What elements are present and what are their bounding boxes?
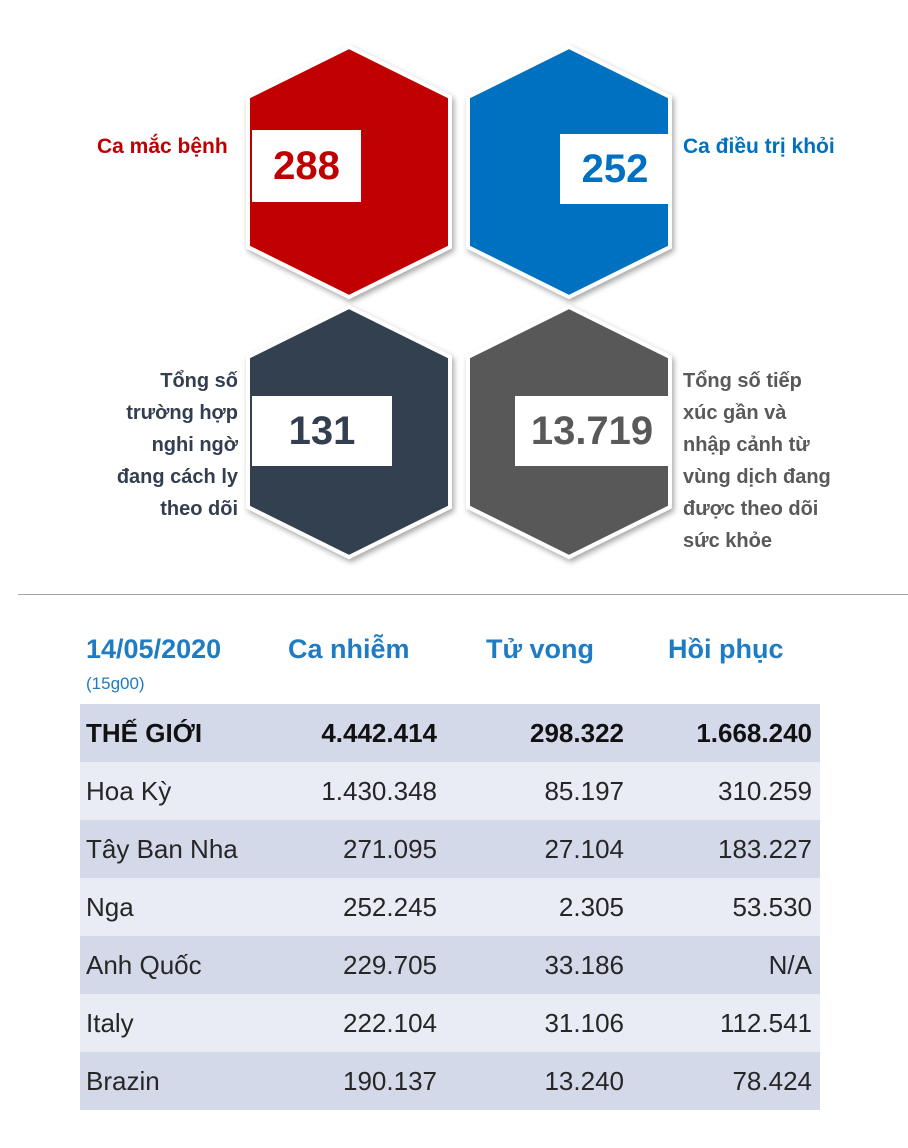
- infected-count: 252.245: [343, 891, 437, 922]
- table-date: 14/05/2020: [86, 634, 222, 664]
- country-name: Italy: [86, 1007, 134, 1038]
- country-name: Brazin: [86, 1065, 160, 1096]
- table-row: THẾ GIỚI 4.442.414 298.322 1.668.240: [80, 704, 820, 762]
- section-divider: [18, 594, 908, 595]
- table-row: Brazin 190.137 13.240 78.424: [80, 1052, 820, 1110]
- cases-label: Ca mắc bệnh: [97, 135, 228, 158]
- contacts-label: Tổng số tiếp xúc gần và nhập cảnh từ vùn…: [683, 370, 831, 552]
- table-time: (15g00): [86, 674, 145, 693]
- infected-count: 271.095: [343, 833, 437, 864]
- recovered-count: 78.424: [732, 1065, 812, 1096]
- country-name: Anh Quốc: [86, 949, 202, 980]
- stats-panel: 288 252 131 13.719 Ca mắc bệnh Ca điều t…: [97, 44, 835, 560]
- header-infected: Ca nhiễm: [288, 634, 410, 664]
- deaths-count: 298.322: [530, 717, 624, 748]
- deaths-count: 2.305: [558, 891, 624, 922]
- suspected-label: Tổng số trường hợp nghi ngờ đang cách ly…: [116, 370, 238, 520]
- table-header: 14/05/2020 (15g00) Ca nhiễm Tử vong Hồi …: [80, 632, 820, 704]
- deaths-count: 33.186: [544, 949, 624, 980]
- deaths-count: 31.106: [544, 1007, 624, 1038]
- table-row: Anh Quốc 229.705 33.186 N/A: [80, 936, 820, 994]
- table-row: Hoa Kỳ 1.430.348 85.197 310.259: [80, 762, 820, 820]
- table-row: Tây Ban Nha 271.095 27.104 183.227: [80, 820, 820, 878]
- country-name: Tây Ban Nha: [86, 833, 238, 864]
- deaths-count: 85.197: [544, 775, 624, 806]
- recovered-count: 310.259: [718, 775, 812, 806]
- cases-value: 288: [252, 130, 361, 202]
- suspected-value: 131: [252, 396, 392, 466]
- recovered-count: 1.668.240: [696, 717, 812, 748]
- recovered-count: 183.227: [718, 833, 812, 864]
- country-name: Hoa Kỳ: [86, 775, 172, 806]
- recovered-count: N/A: [768, 949, 812, 980]
- recovered-label: Ca điều trị khỏi: [683, 135, 835, 158]
- country-name: THẾ GIỚI: [86, 717, 203, 748]
- deaths-count: 13.240: [544, 1065, 624, 1096]
- infected-count: 1.430.348: [321, 775, 437, 806]
- world-table: 14/05/2020 (15g00) Ca nhiễm Tử vong Hồi …: [80, 632, 820, 1110]
- infected-count: 190.137: [343, 1065, 437, 1096]
- country-name: Nga: [86, 891, 134, 922]
- contacts-value: 13.719: [515, 396, 669, 466]
- recovered-count: 53.530: [732, 891, 812, 922]
- infected-count: 4.442.414: [321, 717, 437, 748]
- recovered-value: 252: [560, 134, 670, 204]
- recovered-count: 112.541: [719, 1007, 812, 1038]
- table-row: Italy 222.104 31.106 112.541: [80, 994, 820, 1052]
- infected-count: 229.705: [343, 949, 437, 980]
- header-recovered: Hồi phục: [668, 634, 784, 664]
- header-deaths: Tử vong: [486, 634, 595, 664]
- table-row: Nga 252.245 2.305 53.530: [80, 878, 820, 936]
- deaths-count: 27.104: [544, 833, 624, 864]
- infected-count: 222.104: [343, 1007, 437, 1038]
